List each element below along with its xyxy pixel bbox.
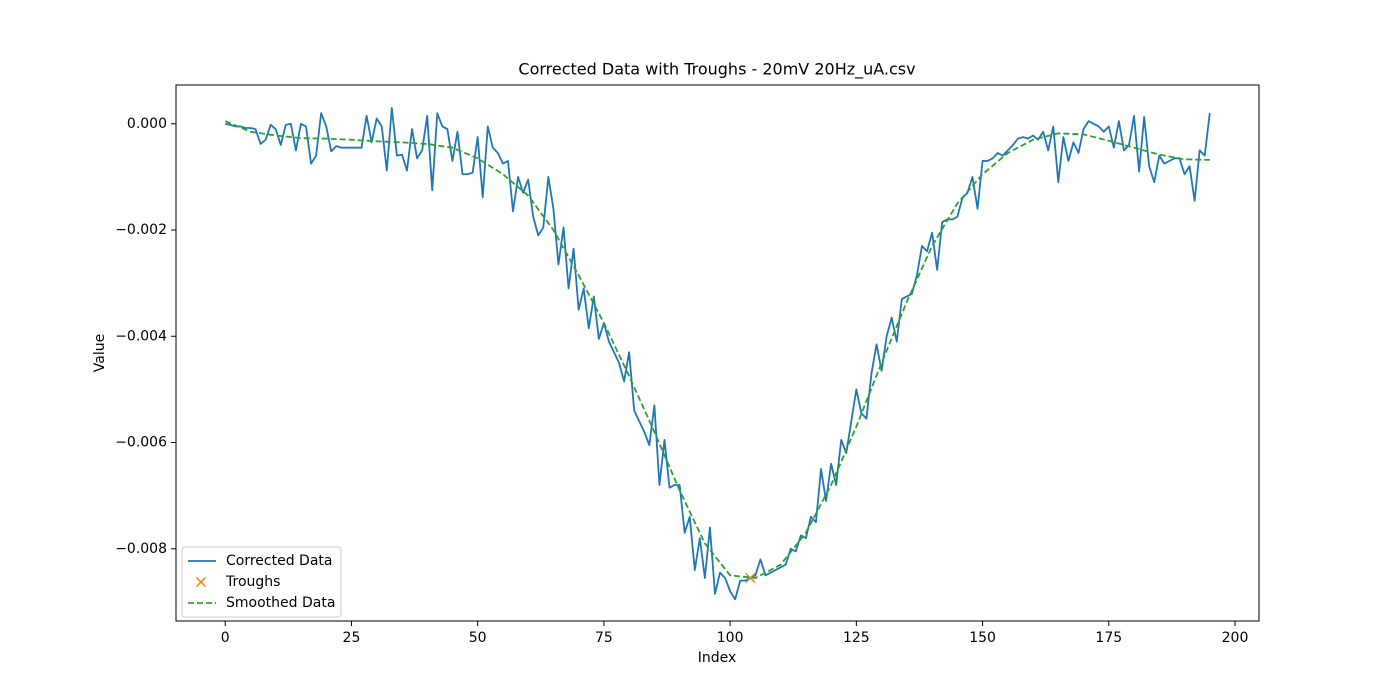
x-tick-label: 0 [221,630,230,646]
y-tick-label: 0.000 [127,116,167,132]
x-tick-label: 125 [843,630,870,646]
x-tick-label: 25 [343,630,361,646]
x-tick-label: 150 [969,630,996,646]
x-tick-label: 100 [717,630,744,646]
y-tick-label: −0.008 [115,541,167,557]
series-line [225,106,1211,601]
series-line [224,120,1210,579]
x-tick-label: 200 [1222,630,1249,646]
x-axis-label: Index [698,650,737,666]
legend-label: Smoothed Data [226,595,335,611]
y-tick-label: −0.002 [115,222,167,238]
plot-area [224,106,1211,601]
y-tick-label: −0.004 [115,328,167,344]
legend-label: Troughs [225,574,280,590]
chart-title: Corrected Data with Troughs - 20mV 20Hz_… [518,60,915,80]
legend-swatch [195,576,207,588]
y-axis-label: Value [92,334,108,372]
x-tick-label: 50 [469,630,487,646]
trough-marker [745,572,756,584]
plot-frame [175,84,1260,622]
y-tick-label: −0.006 [115,435,167,451]
x-tick-label: 75 [595,630,613,646]
legend-box [181,546,342,618]
legend-label: Corrected Data [226,553,332,569]
x-tick-label: 175 [1095,630,1122,646]
